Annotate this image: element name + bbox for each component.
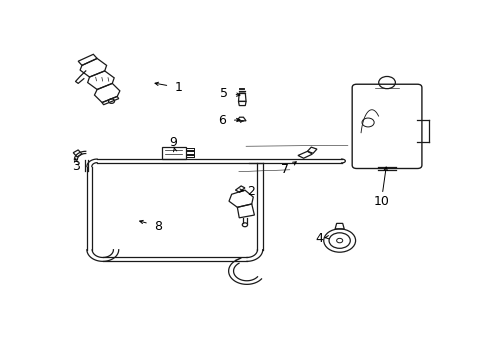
Text: 9: 9	[169, 136, 177, 149]
Text: 2: 2	[246, 185, 254, 198]
Text: 4: 4	[314, 232, 322, 245]
Text: 1: 1	[174, 81, 182, 94]
Text: 3: 3	[72, 160, 80, 173]
Text: 5: 5	[220, 87, 227, 100]
Text: 7: 7	[280, 163, 288, 176]
Text: 8: 8	[153, 220, 162, 233]
Text: 6: 6	[218, 114, 225, 127]
Text: 10: 10	[373, 195, 388, 208]
